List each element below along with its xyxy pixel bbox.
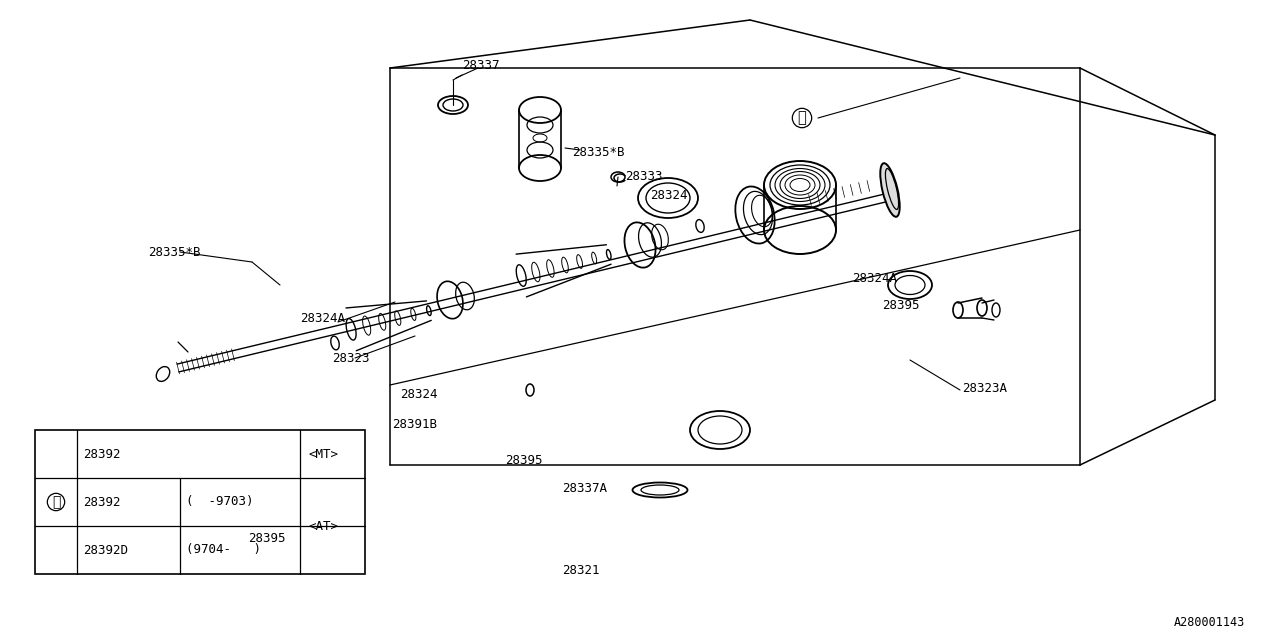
Text: 28324: 28324 [650,189,687,202]
Text: 28337A: 28337A [562,481,607,495]
Text: 28335*B: 28335*B [148,246,201,259]
Text: ①: ① [51,495,60,509]
Text: 28333: 28333 [625,170,663,182]
Text: 28324A: 28324A [300,312,346,324]
Bar [35,430,365,574]
Text: (9704-   ): (9704- ) [186,543,261,557]
Text: 28392: 28392 [83,495,120,509]
Text: <AT>: <AT> [308,520,338,532]
Text: (  -9703): ( -9703) [186,495,253,509]
Text: 28323A: 28323A [963,381,1007,394]
Text: ①: ① [797,111,806,125]
Text: 28321: 28321 [562,563,599,577]
Text: 28335*B: 28335*B [572,145,625,159]
Text: 28324: 28324 [401,388,438,401]
Ellipse shape [881,163,900,217]
Text: 28323: 28323 [332,351,370,365]
Text: <MT>: <MT> [308,447,338,461]
Text: 28395: 28395 [248,531,285,545]
Text: 28392: 28392 [83,447,120,461]
Text: 28324A: 28324A [852,271,897,285]
Text: 28337: 28337 [462,58,499,72]
Text: 28391B: 28391B [392,419,436,431]
Text: 28392D: 28392D [83,543,128,557]
Text: A280001143: A280001143 [1174,616,1245,628]
Text: 28395: 28395 [506,454,543,467]
Text: 28395: 28395 [882,298,919,312]
